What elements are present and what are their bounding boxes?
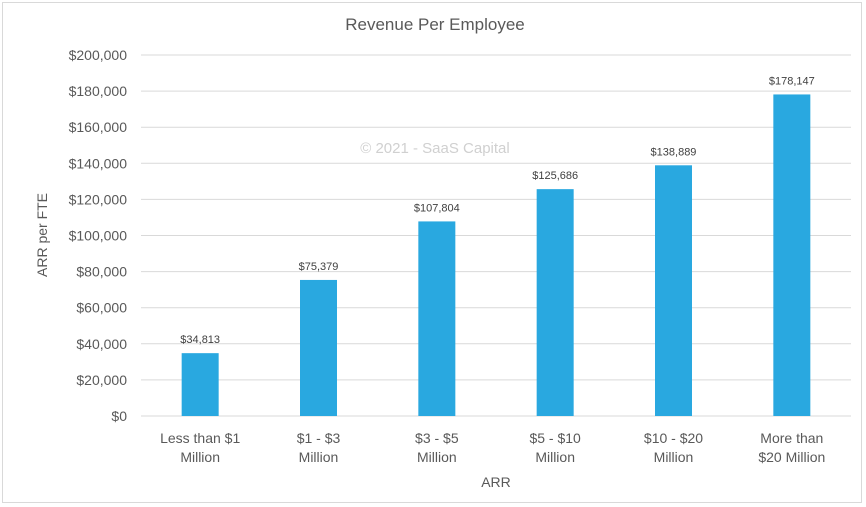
watermark-text: © 2021 - SaaS Capital (360, 140, 509, 157)
x-tick-label: Million (180, 449, 220, 465)
x-tick-label: Million (654, 449, 694, 465)
x-axis-title: ARR (481, 474, 511, 490)
x-tick-label: $10 - $20 (644, 430, 703, 446)
x-tick-label: $20 Million (758, 449, 825, 465)
bar-6 (773, 94, 811, 416)
x-tick-label: Less than $1 (160, 430, 240, 446)
bar-data-label: $75,379 (299, 261, 339, 273)
x-tick-label: $5 - $10 (529, 430, 581, 446)
bar-data-label: $138,889 (651, 146, 697, 158)
bar-data-label: $107,804 (414, 202, 460, 214)
bar-data-label: $178,147 (769, 75, 815, 87)
x-tick-label: $3 - $5 (415, 430, 459, 446)
y-tick-label: $200,000 (69, 47, 128, 63)
bar-data-label: $125,686 (532, 170, 578, 182)
y-tick-label: $140,000 (69, 155, 128, 171)
bar-2 (300, 279, 337, 416)
y-tick-label: $60,000 (76, 300, 127, 316)
y-tick-label: $80,000 (76, 264, 127, 280)
x-tick-label: Million (535, 449, 575, 465)
revenue-per-employee-chart: Revenue Per Employee $0 $20,000 $40,000 $60,… (34, 15, 851, 490)
bar-3 (418, 221, 456, 416)
bar-5 (655, 165, 692, 416)
x-tick-label: $1 - $3 (297, 430, 341, 446)
y-tick-label: $40,000 (76, 336, 127, 352)
bar-1 (181, 353, 219, 416)
y-axis-title: ARR per FTE (34, 193, 50, 277)
x-tick-label: Million (417, 449, 457, 465)
bar-4 (536, 189, 574, 416)
y-tick-label: $0 (111, 408, 127, 424)
chart-title: Revenue Per Employee (345, 15, 525, 34)
y-tick-label: $20,000 (76, 372, 127, 388)
bar-data-label: $34,813 (180, 334, 220, 346)
x-tick-label: More than (760, 430, 823, 446)
y-tick-label: $160,000 (69, 119, 128, 135)
x-tick-label: Million (299, 449, 339, 465)
y-tick-label: $100,000 (69, 228, 128, 244)
y-tick-label: $180,000 (69, 83, 128, 99)
y-tick-label: $120,000 (69, 191, 128, 207)
